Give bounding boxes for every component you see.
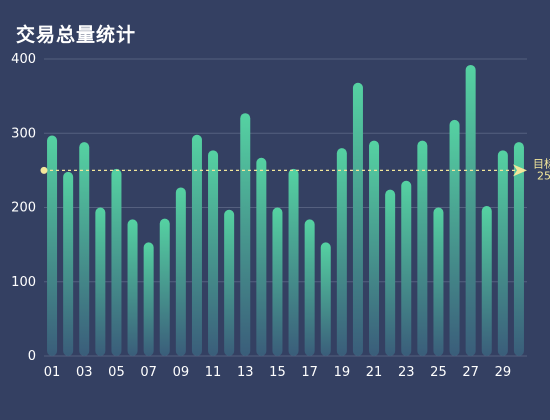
y-tick-label: 300 xyxy=(11,126,36,141)
x-tick-label: 09 xyxy=(173,365,190,380)
x-tick-label: 23 xyxy=(398,365,415,380)
bar xyxy=(127,219,138,356)
x-tick-label: 03 xyxy=(76,365,93,380)
x-tick-label: 17 xyxy=(301,365,318,380)
bar xyxy=(208,150,219,356)
bar xyxy=(191,134,202,356)
bar xyxy=(63,171,74,356)
bar xyxy=(175,187,186,356)
x-tick-label: 07 xyxy=(140,365,157,380)
bar xyxy=(304,219,315,356)
bar xyxy=(417,140,428,356)
target-line: 目标250 xyxy=(40,156,550,182)
grid-lines xyxy=(44,58,527,357)
target-label: 目标 xyxy=(533,156,550,170)
bar xyxy=(449,119,460,356)
x-tick-label: 29 xyxy=(495,365,512,380)
bars xyxy=(47,64,524,356)
x-tick-label: 21 xyxy=(366,365,383,380)
bar xyxy=(143,242,154,356)
y-tick-label: 100 xyxy=(11,275,36,290)
x-axis: 01 03 05 07 09 11 13 15 17 19 21 23 25 27 29 xyxy=(44,365,511,380)
bar xyxy=(95,207,106,356)
bar xyxy=(513,142,524,356)
bar xyxy=(256,157,267,356)
bar xyxy=(159,218,170,356)
y-axis: 0 100 200 300 400 xyxy=(11,52,36,364)
bar xyxy=(79,142,90,356)
y-tick-label: 200 xyxy=(11,201,36,216)
x-tick-label: 15 xyxy=(269,365,286,380)
x-tick-label: 11 xyxy=(205,365,222,380)
bar xyxy=(401,180,412,356)
x-tick-label: 05 xyxy=(108,365,125,380)
target-arrow-icon xyxy=(513,164,527,177)
x-tick-label: 27 xyxy=(462,365,479,380)
chart-title: 交易总量统计 xyxy=(16,24,137,46)
bar xyxy=(433,207,444,356)
y-tick-label: 0 xyxy=(28,349,36,364)
bar xyxy=(385,189,396,356)
bar xyxy=(352,82,363,356)
bar xyxy=(272,207,283,356)
x-tick-label: 25 xyxy=(430,365,447,380)
x-tick-label: 13 xyxy=(237,365,254,380)
bar xyxy=(369,140,380,356)
bar xyxy=(47,135,58,356)
x-tick-label: 19 xyxy=(334,365,351,380)
bar xyxy=(336,148,347,356)
bar xyxy=(111,168,122,356)
target-value-label: 250 xyxy=(537,169,550,182)
bar xyxy=(481,206,492,356)
bar xyxy=(320,242,331,356)
target-start-dot xyxy=(40,166,48,174)
bar xyxy=(288,168,299,356)
x-tick-label: 01 xyxy=(44,365,61,380)
bar xyxy=(224,209,235,356)
bar xyxy=(240,113,251,356)
bar xyxy=(497,150,508,356)
y-tick-label: 400 xyxy=(11,52,36,67)
bar xyxy=(465,64,476,356)
